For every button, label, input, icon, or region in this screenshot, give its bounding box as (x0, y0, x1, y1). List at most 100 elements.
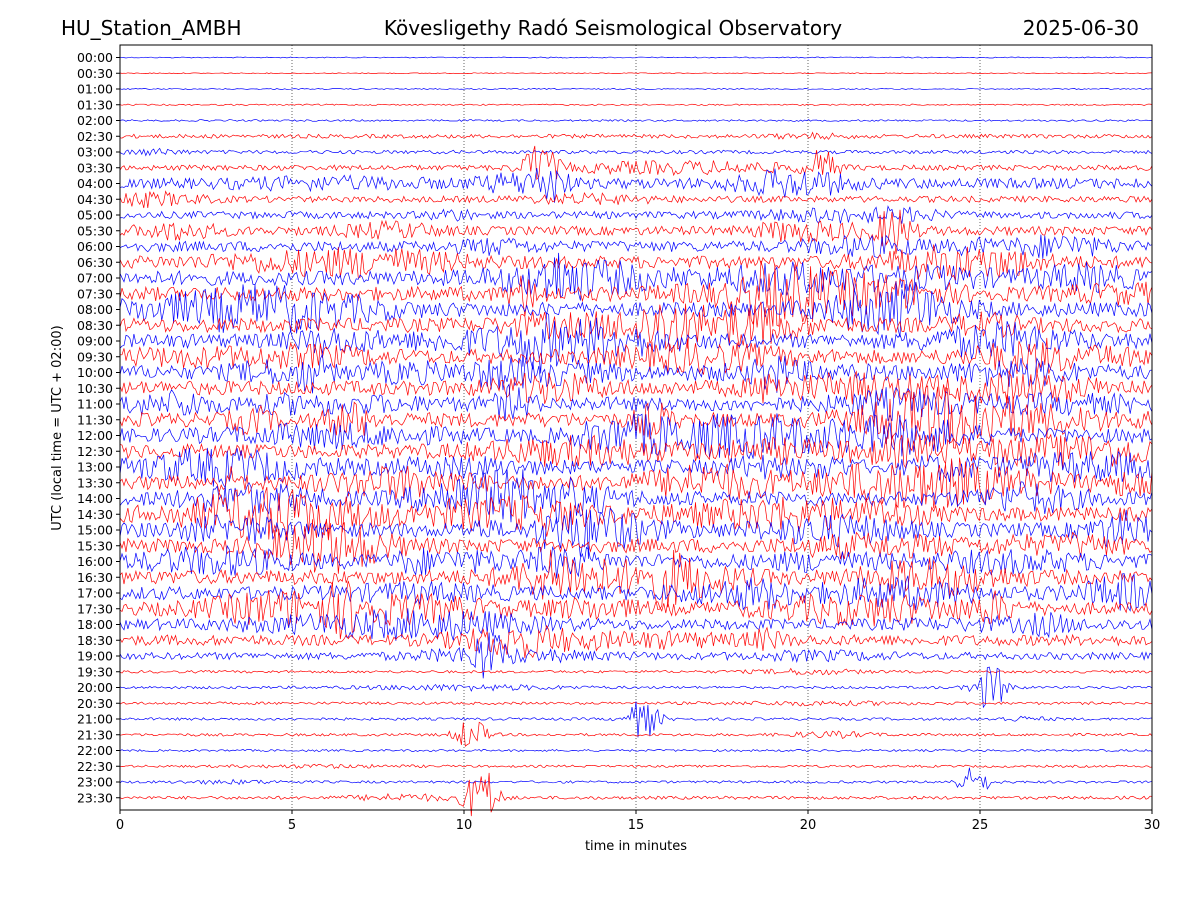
y-tick-label-47: 23:30 (77, 790, 113, 805)
y-tick-label-23: 11:30 (77, 412, 113, 427)
trace-row-24 (119, 413, 1153, 460)
y-tick-label-3: 01:30 (77, 97, 113, 112)
trace-row-46 (119, 767, 1153, 790)
y-tick-label-0: 00:00 (77, 50, 113, 65)
date-label: 2025-06-30 (1023, 16, 1139, 40)
station-label: HU_Station_AMBH (61, 16, 241, 40)
trace-row-3 (119, 103, 1153, 106)
y-tick-label-24: 12:00 (77, 428, 113, 443)
y-tick-label-36: 18:00 (77, 617, 113, 632)
y-tick-label-25: 12:30 (77, 444, 113, 459)
x-axis-label: time in minutes (585, 839, 687, 854)
trace-group (119, 56, 1153, 817)
y-tick-label-6: 03:00 (77, 145, 113, 160)
trace-row-43 (119, 721, 1153, 747)
trace-row-40 (119, 666, 1153, 709)
trace-row-32 (119, 544, 1153, 579)
trace-row-42 (119, 701, 1153, 738)
y-tick-label-14: 07:00 (77, 271, 113, 286)
y-tick-label-12: 06:00 (77, 239, 113, 254)
y-tick-label-2: 01:00 (77, 82, 113, 97)
y-tick-label-28: 14:00 (77, 491, 113, 506)
y-tick-label-1: 00:30 (77, 66, 113, 81)
y-tick-label-44: 22:00 (77, 743, 113, 758)
trace-row-0 (119, 56, 1153, 59)
y-tick-label-38: 19:00 (77, 649, 113, 664)
y-tick-label-42: 21:00 (77, 712, 113, 727)
trace-row-34 (119, 573, 1153, 612)
trace-row-6 (119, 147, 1153, 157)
y-tick-label-19: 09:30 (77, 349, 113, 364)
y-tick-label-41: 20:30 (77, 696, 113, 711)
y-tick-label-17: 08:30 (77, 318, 113, 333)
y-tick-label-33: 16:30 (77, 570, 113, 585)
trace-row-29 (119, 486, 1153, 541)
y-tick-label-11: 05:30 (77, 223, 113, 238)
trace-row-30 (119, 507, 1153, 559)
x-tick-label-2: 10 (456, 818, 473, 833)
trace-row-25 (119, 433, 1153, 470)
y-tick-label-26: 13:00 (77, 460, 113, 475)
x-tick-label-5: 25 (972, 818, 989, 833)
trace-row-36 (119, 608, 1153, 641)
y-tick-label-35: 17:30 (77, 601, 113, 616)
y-tick-label-21: 10:30 (77, 381, 113, 396)
trace-row-4 (119, 119, 1153, 122)
trace-row-17 (119, 301, 1153, 351)
y-tick-label-13: 06:30 (77, 255, 113, 270)
trace-row-10 (119, 205, 1153, 225)
trace-row-5 (119, 131, 1153, 140)
x-tick-label-0: 0 (116, 818, 124, 833)
chart-title: Kövesligethy Radó Seismological Observat… (384, 16, 842, 40)
y-tick-label-45: 22:30 (77, 759, 113, 774)
trace-row-8 (119, 167, 1153, 203)
y-tick-label-29: 14:30 (77, 507, 113, 522)
trace-row-27 (119, 457, 1153, 509)
trace-row-31 (119, 518, 1153, 574)
trace-row-44 (119, 748, 1153, 753)
trace-row-33 (119, 549, 1153, 611)
trace-row-16 (119, 281, 1153, 338)
trace-row-23 (119, 385, 1153, 452)
trace-row-11 (119, 209, 1153, 255)
x-tick-label-6: 30 (1144, 818, 1161, 833)
y-tick-label-39: 19:30 (77, 664, 113, 679)
trace-row-38 (119, 632, 1153, 679)
y-tick-label-18: 09:00 (77, 334, 113, 349)
y-tick-label-31: 15:30 (77, 538, 113, 553)
x-tick-label-4: 20 (800, 818, 817, 833)
trace-row-47 (119, 772, 1153, 817)
trace-row-7 (119, 145, 1153, 181)
trace-row-28 (119, 469, 1153, 525)
trace-row-1 (119, 72, 1152, 75)
trace-row-45 (119, 763, 1153, 770)
y-tick-label-8: 04:00 (77, 176, 113, 191)
y-tick-label-30: 15:00 (77, 523, 113, 538)
y-tick-label-27: 13:30 (77, 475, 113, 490)
trace-row-20 (119, 353, 1153, 394)
trace-row-14 (119, 252, 1153, 301)
y-tick-label-34: 17:00 (77, 586, 113, 601)
y-tick-label-10: 05:00 (77, 208, 113, 223)
y-tick-label-9: 04:30 (77, 192, 113, 207)
y-tick-label-20: 10:00 (77, 365, 113, 380)
y-axis-ticks: 00:0000:3001:0001:3002:0002:3003:0003:30… (77, 50, 120, 805)
trace-row-13 (119, 244, 1153, 281)
x-tick-label-3: 15 (628, 818, 645, 833)
trace-row-37 (119, 624, 1153, 659)
y-tick-label-5: 02:30 (77, 129, 113, 144)
y-tick-label-32: 16:00 (77, 554, 113, 569)
y-tick-label-16: 08:00 (77, 302, 113, 317)
trace-row-39 (119, 667, 1153, 676)
y-tick-label-46: 23:00 (77, 775, 113, 790)
trace-row-21 (119, 370, 1153, 405)
trace-row-22 (119, 383, 1153, 422)
trace-row-2 (119, 88, 1153, 90)
trace-row-18 (119, 312, 1153, 374)
trace-row-19 (120, 337, 1153, 376)
y-axis-label: UTC (local time = UTC + 02:00) (50, 325, 65, 530)
y-tick-label-43: 21:30 (77, 727, 113, 742)
x-tick-label-1: 5 (288, 818, 296, 833)
